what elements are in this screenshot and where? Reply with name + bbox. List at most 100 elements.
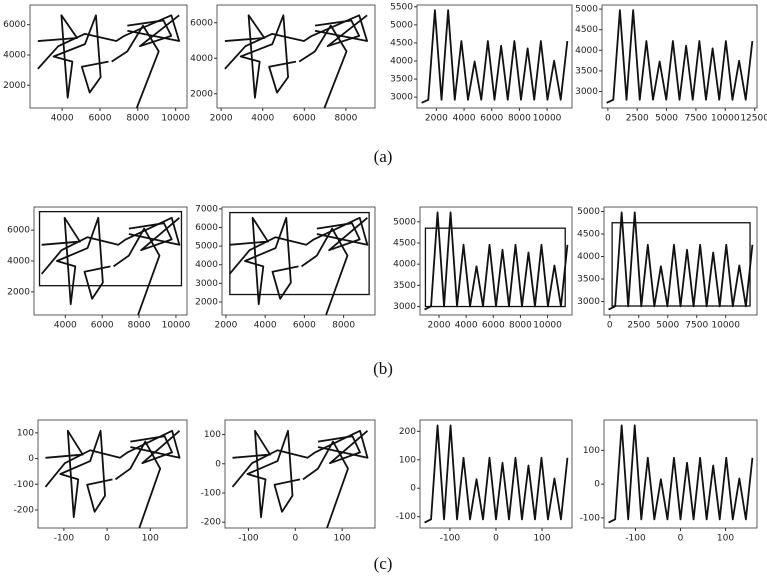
signature-stroke [37,14,109,99]
x-tick-label: -100 [54,534,75,544]
y-tick-label: 100 [583,446,600,456]
signature-stroke [224,14,297,99]
x-tick-label: 0 [292,534,298,544]
y-tick-label: 100 [17,428,34,438]
x-tick-label: 2500 [627,321,650,331]
signature-stroke [317,430,369,465]
y-tick-label: 5000 [577,207,600,217]
signature-stroke [298,24,348,109]
y-tick-label: -100 [14,480,35,490]
signature-stroke [114,440,162,529]
plot: 2000 4000 6000 8000 10000 3000 3500 4000 4500 500… [390,2,573,124]
y-tick-label: 3500 [575,66,598,76]
panel-label: (c) [374,554,393,573]
x-tick-label: 8000 [332,321,355,331]
x-tick-label: 2000 [428,321,451,331]
signature-stroke [608,424,754,524]
y-tick-label: 3000 [393,302,416,312]
y-tick-label: 4000 [393,260,416,270]
signature-stroke [606,9,754,104]
signature-stroke [111,24,160,109]
x-tick-label: 0 [607,321,613,331]
x-tick-label: 0 [605,114,611,124]
x-tick-label: 10000 [711,114,740,124]
panel-label: (a) [374,147,393,166]
x-tick-label: 8000 [334,114,357,124]
y-tick-label: 4500 [575,25,598,35]
bounding-box [229,211,370,296]
x-tick-label: 5000 [655,114,678,124]
signature-stroke [127,14,180,48]
x-tick-label: 6000 [482,321,505,331]
x-tick-label: 10000 [161,114,190,124]
x-tick-label: 100 [142,534,159,544]
signature-stroke [421,9,569,104]
signature-stroke [301,227,349,316]
x-tick-label: 100 [334,534,351,544]
y-tick-label: 0 [28,454,34,464]
y-tick-label: 6000 [190,18,213,28]
y-tick-label: 4500 [577,230,600,240]
y-tick-label: 4500 [390,38,413,48]
x-tick-label: 4000 [54,321,77,331]
x-tick-label: 0 [678,534,684,544]
x-tick-label: 10000 [711,321,740,331]
y-tick-label: 0 [594,480,600,490]
y-tick-label: -200 [201,518,222,528]
y-tick-label: 3000 [575,87,598,97]
y-tick-label: 5000 [393,217,416,227]
plot: -100 0 100 -100 0 100 [580,419,758,544]
x-tick-label: 8000 [508,114,531,124]
y-tick-label: -100 [396,512,417,522]
signature-stroke [45,429,113,519]
signature-stroke [130,430,181,465]
y-tick-label: -200 [14,506,35,516]
y-tick-label: 4000 [390,57,413,67]
x-tick-label: 4000 [455,321,478,331]
plot: 0 2500 5000 7500 10000 3000 3500 4000 4500 5000 [577,206,758,331]
x-tick-label: 2000 [210,114,233,124]
y-tick-label: 3500 [393,281,416,291]
x-tick-label: 100 [717,534,734,544]
x-tick-label: 8000 [509,321,532,331]
x-tick-label: 2500 [626,114,649,124]
plot: 2000 4000 6000 8000 10000 3000 3500 4000 4500 500… [393,206,573,331]
x-tick-label: -100 [440,534,461,544]
y-tick-label: 2000 [190,89,213,99]
signature-stroke [424,424,569,524]
signature-stroke [113,227,161,316]
x-tick-label: 2000 [214,321,237,331]
x-tick-label: 4000 [453,114,476,124]
y-tick-label: 5000 [575,5,598,15]
y-tick-label: 3000 [195,279,218,289]
y-tick-label: 2000 [195,297,218,307]
y-tick-label: 100 [204,430,221,440]
y-tick-label: 100 [399,455,416,465]
plot: 2000 4000 6000 8000 2000 3000 4000 5000 6000 7000 [195,204,376,331]
plot: 4000 6000 8000 10000 2000 4000 6000 [7,206,191,331]
y-tick-label: 3500 [390,75,413,85]
plot: 4000 6000 8000 10000 2000 4000 6000 [3,4,190,124]
y-tick-label: 4000 [7,257,30,267]
x-tick-label: 10000 [533,321,562,331]
x-tick-label: 10000 [162,321,191,331]
y-tick-label: -100 [580,513,601,523]
plot: -100 0 100 -200 -100 0 100 [14,419,188,544]
y-tick-label: 4000 [577,252,600,262]
y-tick-label: 4500 [393,239,416,249]
plot: -100 0 100 -100 0 100 200 [396,419,573,544]
y-tick-label: 6000 [195,223,218,233]
x-tick-label: 0 [493,534,499,544]
signature-stroke [232,429,301,519]
y-tick-label: 0 [410,484,416,494]
y-tick-label: -100 [201,488,222,498]
x-tick-label: 6000 [91,321,114,331]
x-tick-label: 6000 [89,114,112,124]
plot: 0 2500 5000 7500 10000 12500 3000 3500 4000 4500 5… [575,4,767,124]
y-tick-label: 5000 [195,242,218,252]
signature-stroke [314,14,368,48]
y-tick-label: 2000 [3,81,26,91]
x-tick-label: 12500 [740,114,767,124]
signature-stroke [316,217,368,252]
